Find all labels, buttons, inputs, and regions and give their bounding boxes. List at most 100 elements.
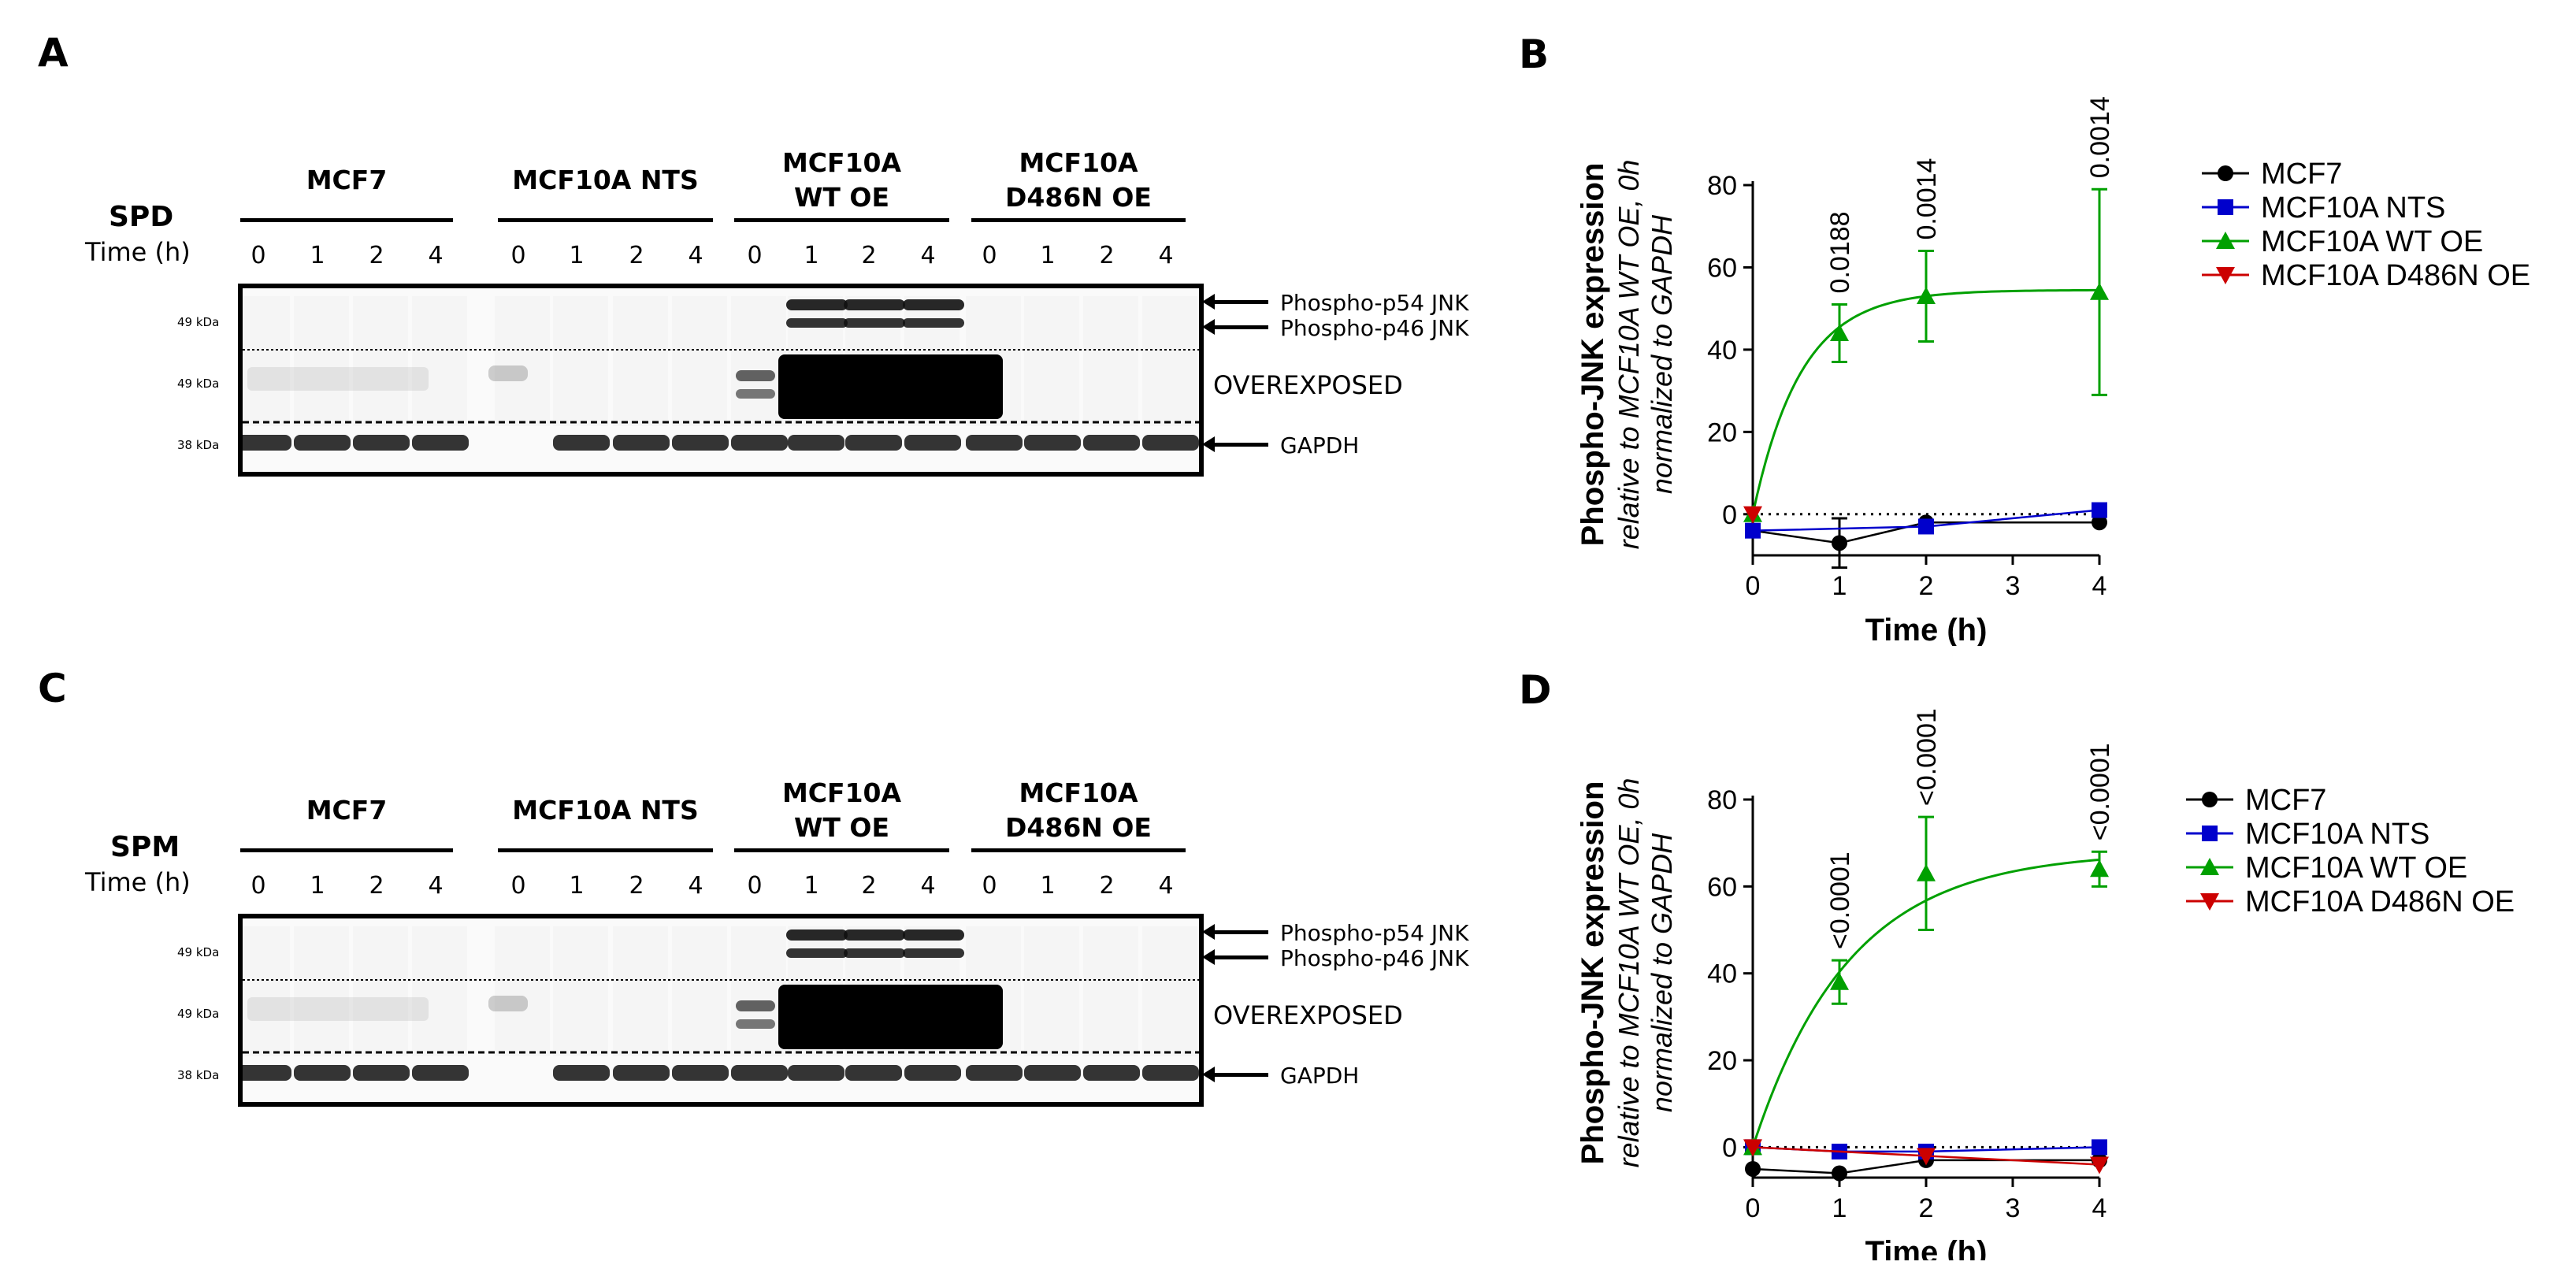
y-tick-label: 40 (1707, 336, 1737, 365)
legend-label: MCF7 (2245, 784, 2326, 817)
data-point (2090, 1156, 2109, 1174)
lane-time-label: 2 (1091, 872, 1123, 900)
lane-time-label: 2 (621, 872, 652, 900)
band (488, 996, 528, 1011)
band (553, 435, 610, 451)
group-title-line2: WT OE (734, 811, 949, 845)
treatment-label: SPM (110, 831, 180, 863)
legend-label: MCF10A D486N OE (2245, 885, 2515, 918)
band (845, 1065, 902, 1081)
x-tick-label: 4 (2092, 571, 2107, 601)
molecular-weight-label: 49 kDa (177, 1007, 219, 1021)
band (844, 929, 905, 941)
band (966, 435, 1023, 451)
group-title-line2: D486N OE (971, 811, 1186, 845)
x-tick-label: 0 (1746, 1193, 1761, 1223)
band (736, 1019, 775, 1029)
band (353, 435, 410, 451)
lane-time-label: 1 (1032, 242, 1063, 269)
blot-bands (243, 288, 1199, 472)
blot-image (238, 284, 1204, 477)
data-point (1745, 1161, 1761, 1177)
overexposed-label: OVEREXPOSED (1213, 1000, 1403, 1030)
y-tick-label: 60 (1707, 872, 1737, 902)
band (613, 296, 668, 426)
band (1024, 926, 1079, 1056)
band (495, 926, 550, 1056)
arrow-icon (1213, 930, 1268, 934)
legend-marker (2202, 826, 2218, 841)
band (412, 926, 467, 1056)
band (495, 296, 550, 426)
group-underline (498, 218, 713, 222)
band (672, 296, 727, 426)
band (243, 1065, 291, 1081)
lane-time-label: 2 (621, 242, 652, 269)
x-tick-label: 3 (2006, 1193, 2021, 1223)
lane-time-label: 0 (503, 872, 534, 900)
lane-time-label: 2 (361, 242, 392, 269)
band (553, 296, 608, 426)
band (247, 367, 429, 391)
band (1142, 926, 1197, 1056)
group-title-line2: WT OE (734, 180, 949, 215)
y-tick-label: 20 (1707, 1046, 1737, 1076)
group-underline (734, 848, 949, 852)
group-title: MCF10A NTS (498, 163, 713, 198)
group-title-line1: MCF10A (971, 776, 1186, 811)
group-title-line1: MCF7 (240, 163, 453, 198)
y-axis-sublabel: relative to MCF10A WT OE, 0h (1613, 160, 1645, 550)
band-label: Phospho-p46 JNK (1280, 315, 1469, 341)
lane-time-label: 0 (739, 872, 770, 900)
group-title: MCF7 (240, 163, 453, 198)
x-axis-label: Time (h) (1865, 1235, 1988, 1260)
p-value-label: <0.0001 (1825, 852, 1855, 949)
band (1142, 296, 1197, 426)
lane-time-label: 1 (561, 242, 592, 269)
data-point (2090, 859, 2109, 877)
y-tick-label: 40 (1707, 959, 1737, 989)
time-label: Time (h) (85, 237, 191, 267)
band (1024, 1065, 1081, 1081)
group-title-line1: MCF10A (734, 146, 949, 180)
group-title-line1: MCF10A NTS (498, 163, 713, 198)
lane-time-label: 1 (302, 242, 333, 269)
band (294, 435, 351, 451)
band (731, 926, 786, 1056)
band (1083, 435, 1140, 451)
band (672, 926, 727, 1056)
group-underline (971, 848, 1186, 852)
lane-time-label: 4 (1150, 872, 1182, 900)
band (1083, 1065, 1140, 1081)
lane-time-label: 4 (680, 872, 711, 900)
molecular-weight-label: 49 kDa (177, 945, 219, 959)
molecular-weight-label: 38 kDa (177, 1068, 219, 1082)
band (1024, 435, 1081, 451)
y-axis-label: Phospho-JNK expression (1576, 781, 1610, 1165)
lane-time-label: 4 (912, 872, 944, 900)
blot-bands (243, 918, 1199, 1102)
band (966, 1065, 1023, 1081)
lane-time-label: 1 (796, 242, 827, 269)
band (294, 926, 349, 1056)
treatment-label: SPD (109, 201, 173, 233)
band (553, 926, 608, 1056)
y-tick-label: 60 (1707, 253, 1737, 283)
chart-b: 0204060800 1 2 3 4Time (h)Phospho-JNK expres… (1544, 79, 2568, 646)
arrow-head-icon (1202, 294, 1215, 310)
group-title: MCF10A D486N OE (971, 146, 1186, 215)
band (786, 948, 848, 958)
legend-marker (2202, 792, 2218, 807)
lane-time-label: 1 (302, 872, 333, 900)
time-label: Time (h) (85, 867, 191, 897)
legend-label: MCF10A WT OE (2261, 225, 2483, 258)
lane-time-label: 1 (1032, 872, 1063, 900)
y-tick-label: 0 (1722, 500, 1737, 530)
band (736, 389, 775, 399)
p-value-label: <0.0001 (1912, 708, 1942, 806)
group-title: MCF10A WT OE (734, 776, 949, 845)
y-tick-label: 80 (1707, 171, 1737, 201)
lane-time-label: 2 (1091, 242, 1123, 269)
y-axis-sublabel: normalized to GAPDH (1646, 833, 1678, 1112)
lane-time-label: 0 (739, 242, 770, 269)
